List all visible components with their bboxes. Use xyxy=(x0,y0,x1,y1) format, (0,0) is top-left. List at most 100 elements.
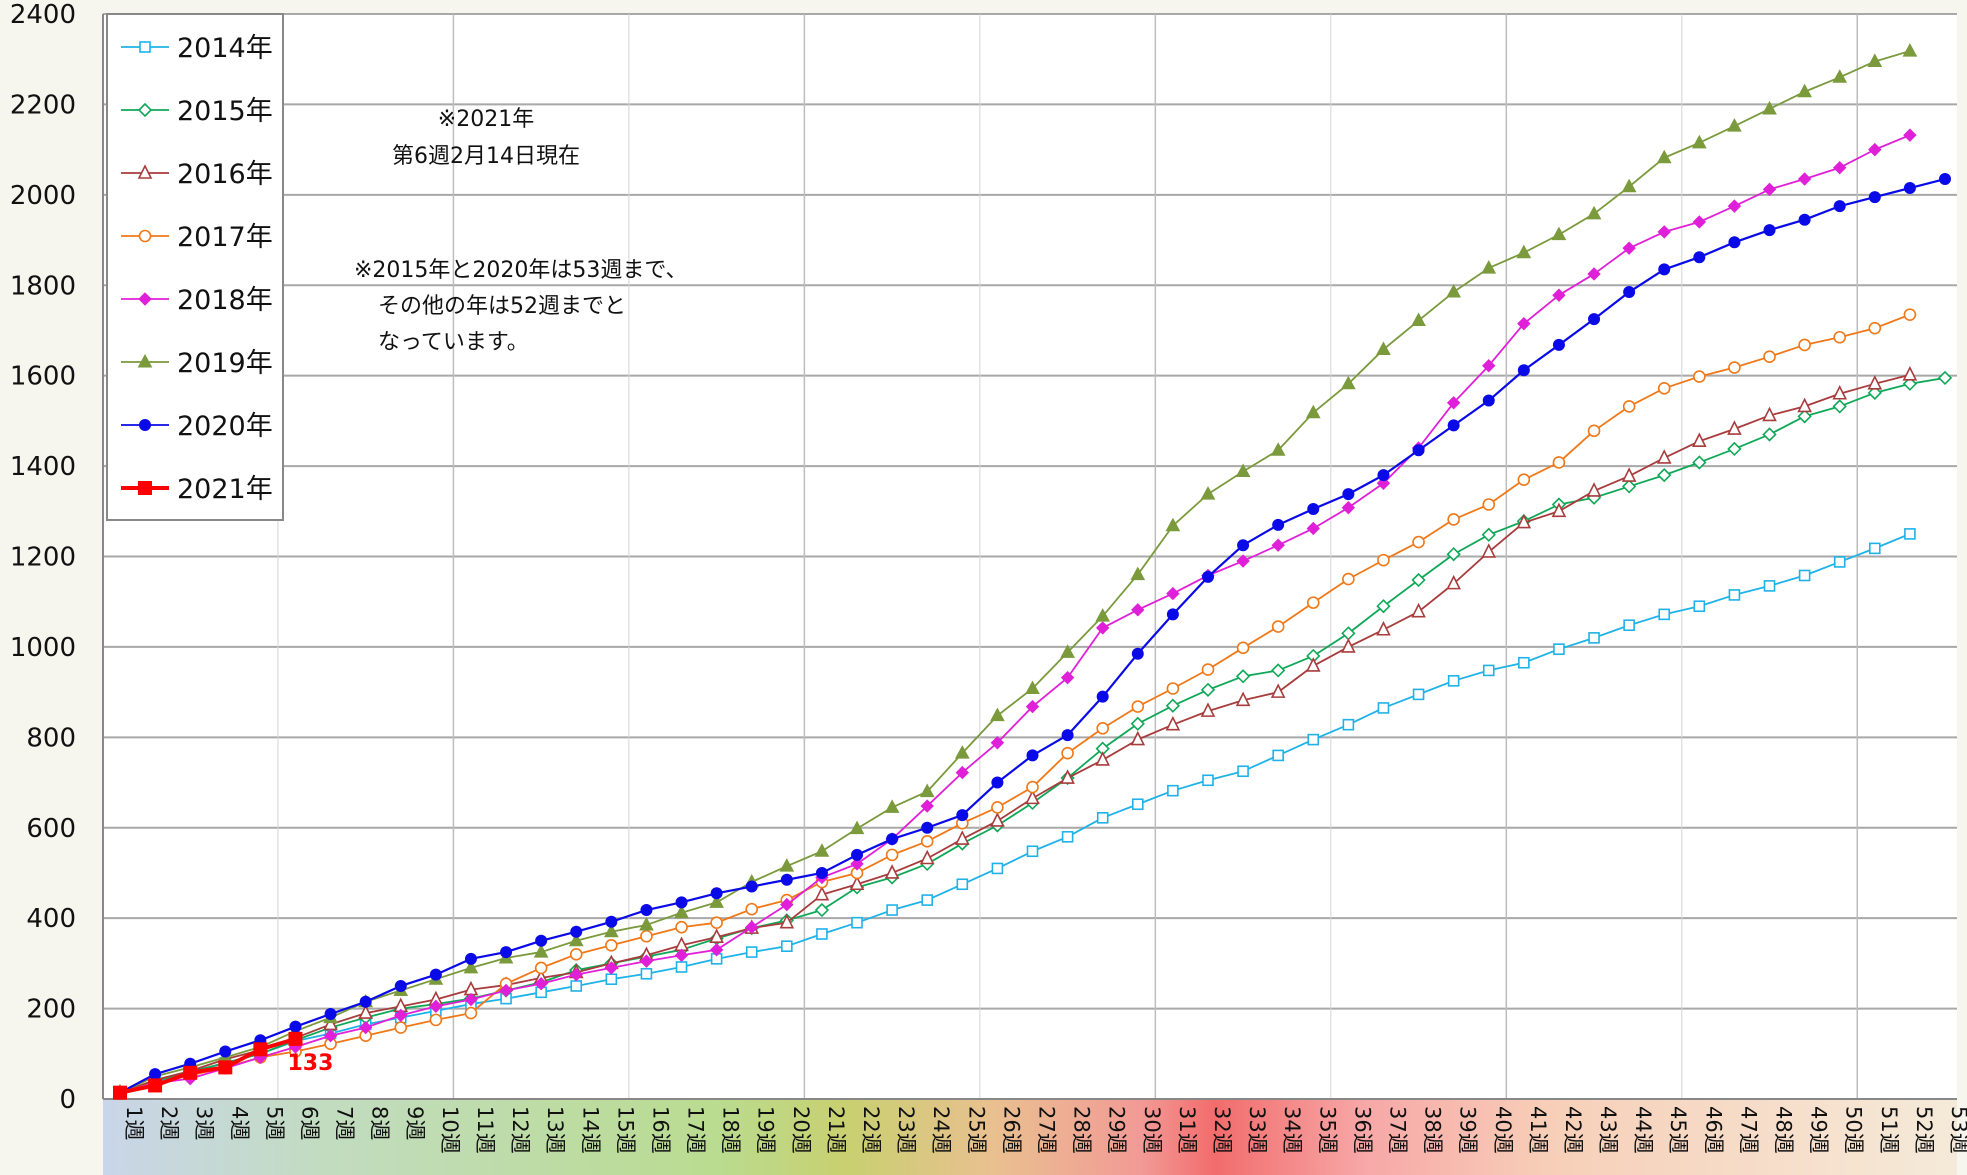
x-tick-label: 19週 xyxy=(754,1106,778,1154)
series-line xyxy=(119,50,1911,1094)
x-tick-label: 7週 xyxy=(333,1106,357,1140)
data-point xyxy=(884,864,900,879)
data-point xyxy=(1165,715,1181,731)
data-point xyxy=(1904,528,1916,540)
data-point xyxy=(954,745,970,759)
data-point xyxy=(1200,702,1216,717)
data-point xyxy=(1200,682,1216,697)
data-point xyxy=(1797,83,1812,98)
data-point xyxy=(137,353,153,368)
data-point xyxy=(137,102,153,118)
y-tick-label: 2200 xyxy=(10,90,76,120)
data-point xyxy=(640,929,653,943)
data-point xyxy=(1656,149,1672,164)
data-point xyxy=(1657,382,1671,395)
x-tick-label: 29週 xyxy=(1105,1106,1129,1154)
data-point xyxy=(781,940,793,952)
data-point xyxy=(1130,566,1146,581)
data-point xyxy=(1762,406,1777,422)
data-point xyxy=(463,959,479,974)
data-point xyxy=(1411,572,1426,588)
data-point xyxy=(1833,556,1846,568)
data-point xyxy=(1482,394,1495,407)
data-point xyxy=(1588,632,1600,644)
data-point xyxy=(183,1065,198,1080)
data-point xyxy=(534,977,548,991)
data-point xyxy=(1376,341,1391,355)
data-point xyxy=(1305,404,1321,419)
data-point xyxy=(1307,503,1320,516)
data-point xyxy=(1727,441,1742,457)
data-point xyxy=(568,932,584,947)
series-line xyxy=(119,373,1911,1094)
x-tick-label: 1週 xyxy=(122,1106,146,1140)
data-point xyxy=(1903,182,1916,195)
data-point xyxy=(429,968,442,981)
data-point xyxy=(1693,251,1706,264)
data-point xyxy=(1061,830,1074,843)
data-point xyxy=(639,954,654,968)
series-2020年 xyxy=(114,173,1951,1099)
data-point xyxy=(1271,663,1286,678)
data-point xyxy=(1341,375,1356,390)
data-point xyxy=(1095,608,1111,622)
data-point xyxy=(1481,543,1497,558)
data-point xyxy=(674,948,689,962)
data-point xyxy=(745,880,758,893)
data-point xyxy=(1376,599,1391,614)
data-point xyxy=(1482,359,1496,373)
data-point xyxy=(358,1020,373,1035)
data-point xyxy=(1693,370,1706,383)
data-point xyxy=(884,799,900,813)
data-point xyxy=(1236,641,1250,655)
data-point xyxy=(956,809,969,822)
data-point xyxy=(1131,647,1144,660)
data-point xyxy=(639,916,654,931)
x-tick-label: 17週 xyxy=(684,1106,708,1154)
series-2021年 xyxy=(113,1031,303,1100)
data-point xyxy=(1166,682,1180,695)
data-point xyxy=(1587,267,1601,281)
x-tick-label: 49週 xyxy=(1807,1106,1831,1154)
data-point xyxy=(1446,396,1461,410)
x-tick-label: 35週 xyxy=(1315,1106,1339,1154)
legend-box xyxy=(106,13,284,521)
data-point xyxy=(919,849,935,865)
data-point xyxy=(920,799,934,813)
data-point xyxy=(1306,521,1320,536)
data-point xyxy=(1728,589,1741,601)
data-point xyxy=(1167,784,1179,797)
data-point xyxy=(1622,241,1636,255)
legend-label: 2020年 xyxy=(177,411,273,442)
legend-item: 2019年 xyxy=(121,348,273,379)
annotation-line: なっています。 xyxy=(378,330,529,355)
data-point xyxy=(955,830,970,845)
x-tick-label: 4週 xyxy=(227,1106,251,1140)
data-point xyxy=(1272,749,1284,762)
x-tick-label: 42週 xyxy=(1561,1106,1585,1154)
data-point xyxy=(1342,488,1355,501)
data-point xyxy=(1412,535,1425,549)
data-point xyxy=(1341,638,1356,653)
data-point xyxy=(1516,513,1532,529)
data-point xyxy=(1446,547,1461,562)
data-point xyxy=(1026,749,1039,762)
data-point xyxy=(990,812,1005,827)
data-point xyxy=(113,1085,127,1100)
legend-item: 2018年 xyxy=(121,285,273,316)
data-point xyxy=(919,783,935,798)
data-point xyxy=(780,873,793,886)
data-point xyxy=(1657,225,1671,239)
y-tick-label: 1800 xyxy=(10,271,76,301)
data-point xyxy=(814,885,830,901)
data-point xyxy=(815,866,828,879)
x-tick-label: 10週 xyxy=(438,1106,462,1154)
legend-label: 2018年 xyxy=(177,285,273,316)
data-point xyxy=(780,897,794,912)
x-tick-label: 27週 xyxy=(1035,1106,1059,1154)
data-point xyxy=(1481,260,1497,274)
data-point xyxy=(709,894,724,908)
data-point xyxy=(1025,789,1040,805)
data-point xyxy=(1691,134,1707,149)
